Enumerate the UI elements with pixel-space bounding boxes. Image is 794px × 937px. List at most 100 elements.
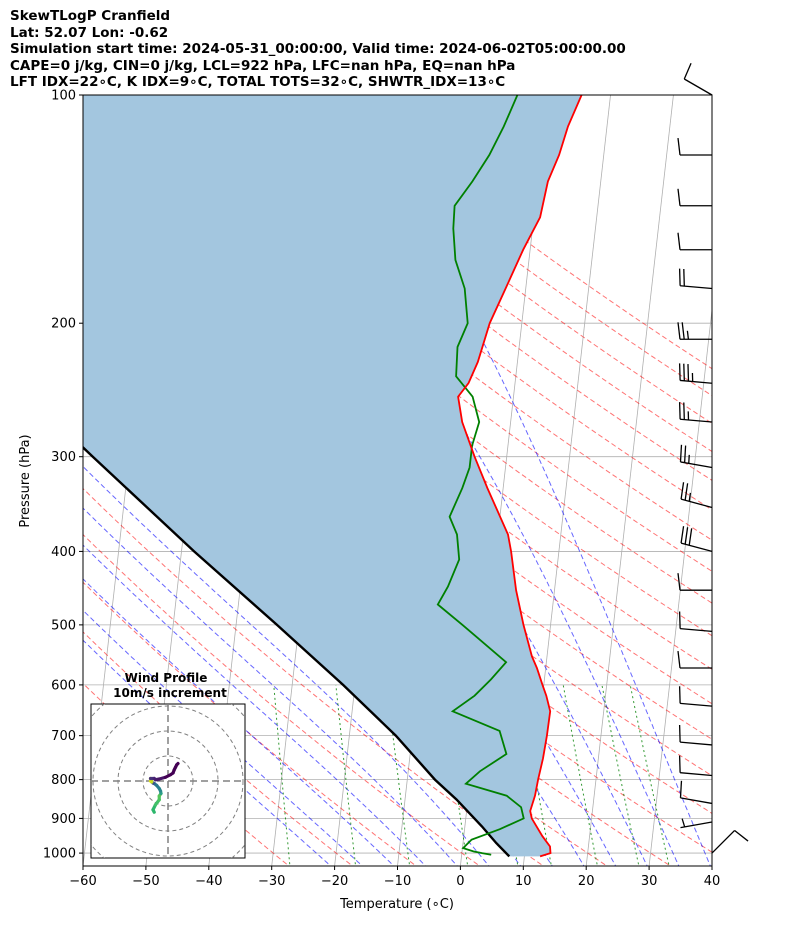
barb-half-feather bbox=[681, 818, 686, 828]
wind-barbs bbox=[677, 63, 749, 854]
barb-feather bbox=[684, 527, 689, 545]
barb-feather bbox=[683, 63, 692, 80]
barb-feather bbox=[688, 528, 693, 546]
x-tick-label: 20 bbox=[578, 874, 595, 889]
barb-staff bbox=[680, 498, 713, 509]
dry-adiabat bbox=[83, 581, 418, 866]
barb-feather bbox=[679, 444, 683, 462]
barb-half-feather bbox=[686, 330, 690, 340]
dry-adiabat bbox=[142, 95, 712, 541]
barb-feather bbox=[678, 268, 681, 286]
barb-staff bbox=[680, 821, 713, 829]
barb-feather bbox=[683, 402, 685, 420]
sounding-series bbox=[83, 95, 583, 858]
wind-barb bbox=[678, 755, 713, 777]
y-tick-label: 300 bbox=[51, 450, 76, 465]
barb-staff bbox=[680, 741, 713, 746]
mixing-ratio-line bbox=[601, 684, 640, 866]
x-tick-label: −60 bbox=[69, 874, 96, 889]
title-indices-1: CAPE=0 j/kg, CIN=0 j/kg, LCL=922 hPa, LF… bbox=[10, 57, 516, 74]
wind-barb bbox=[677, 137, 712, 156]
x-tick-label: 0 bbox=[456, 874, 464, 889]
wind-barb bbox=[711, 829, 749, 854]
x-tick-label: −50 bbox=[132, 874, 159, 889]
chart-header: SkewTLogP Cranfield Lat: 52.07 Lon: -0.6… bbox=[10, 8, 626, 91]
x-tick-label: −30 bbox=[258, 874, 285, 889]
wind-barb bbox=[677, 232, 712, 251]
moist-adiabat bbox=[83, 507, 458, 866]
hodograph-plot bbox=[91, 704, 245, 858]
wind-barb bbox=[678, 611, 713, 633]
dry-adiabat bbox=[83, 487, 545, 866]
x-tick-label: 40 bbox=[704, 874, 721, 889]
wind-barb bbox=[679, 780, 713, 805]
barb-feather bbox=[678, 755, 681, 773]
mixing-ratio-line bbox=[562, 684, 598, 866]
wind-barb bbox=[680, 526, 713, 553]
wind-barb bbox=[680, 818, 713, 829]
title-latlon: Lat: 52.07 Lon: -0.62 bbox=[10, 24, 169, 41]
barb-feather bbox=[678, 725, 681, 743]
moist-adiabat bbox=[83, 544, 427, 866]
x-axis-label: Temperature (∘C) bbox=[339, 897, 454, 912]
x-tick-label: −10 bbox=[384, 874, 411, 889]
mixing-ratio-line bbox=[335, 684, 357, 866]
barb-staff bbox=[680, 627, 713, 633]
y-tick-label: 900 bbox=[51, 812, 76, 827]
temperature-line bbox=[457, 95, 583, 858]
barb-half-feather bbox=[688, 492, 692, 502]
isotherm bbox=[711, 862, 712, 866]
barb-staff bbox=[711, 830, 736, 854]
parcel-profile-line bbox=[83, 445, 511, 858]
barb-staff bbox=[680, 379, 713, 384]
y-tick-label: 400 bbox=[51, 545, 76, 560]
dewpoint-line bbox=[436, 95, 525, 856]
dry-adiabat bbox=[83, 533, 481, 866]
dry-adiabat bbox=[83, 631, 354, 866]
y-tick-label: 800 bbox=[51, 773, 76, 788]
isotherm bbox=[648, 306, 712, 866]
axes: −60 −50 −40 −30 −20 −10 0 10 20 30 40 100 200 300 400 5… bbox=[43, 89, 720, 890]
barb-feather bbox=[678, 686, 681, 704]
barb-feather bbox=[677, 650, 681, 669]
wind-barb bbox=[677, 573, 712, 591]
barb-staff bbox=[680, 461, 713, 469]
wind-barb bbox=[678, 725, 713, 746]
wind-barb bbox=[683, 63, 713, 96]
wind-barb bbox=[679, 444, 713, 469]
wind-barb bbox=[678, 268, 713, 290]
title-times: Simulation start time: 2024-05-31_00:00:… bbox=[10, 41, 626, 57]
barb-feather bbox=[680, 482, 685, 500]
barb-feather bbox=[678, 363, 681, 381]
barb-staff bbox=[680, 542, 713, 553]
barb-feather bbox=[678, 611, 681, 629]
mixing-ratio-line bbox=[629, 684, 670, 866]
dry-adiabat bbox=[207, 95, 712, 481]
moist-adiabat bbox=[83, 118, 648, 866]
y-tick-label: 600 bbox=[51, 678, 76, 693]
barb-feather bbox=[684, 483, 689, 501]
barb-feather bbox=[677, 573, 681, 591]
moist-adiabat bbox=[83, 578, 395, 866]
wind-barb bbox=[678, 363, 713, 384]
x-tick-label: 30 bbox=[641, 874, 658, 889]
y-tick-label: 100 bbox=[51, 89, 76, 104]
mixing-ratio-line bbox=[519, 684, 552, 866]
barb-feather bbox=[683, 363, 685, 381]
barb-feather bbox=[677, 232, 681, 250]
hodograph-trace-segment bbox=[175, 761, 180, 767]
y-tick-label: 500 bbox=[51, 618, 76, 633]
barb-feather bbox=[679, 780, 683, 798]
wind-barb bbox=[678, 402, 713, 423]
moist-adiabat bbox=[321, 95, 711, 866]
moist-adiabat bbox=[83, 639, 332, 866]
y-axis-label: Pressure (hPa) bbox=[18, 434, 33, 527]
barb-feather bbox=[677, 137, 681, 156]
wind-barb bbox=[678, 686, 713, 707]
wind-barb bbox=[680, 482, 713, 509]
barb-staff bbox=[680, 772, 713, 777]
y-tick-label: 700 bbox=[51, 729, 76, 744]
y-tick-label: 1000 bbox=[43, 847, 76, 862]
